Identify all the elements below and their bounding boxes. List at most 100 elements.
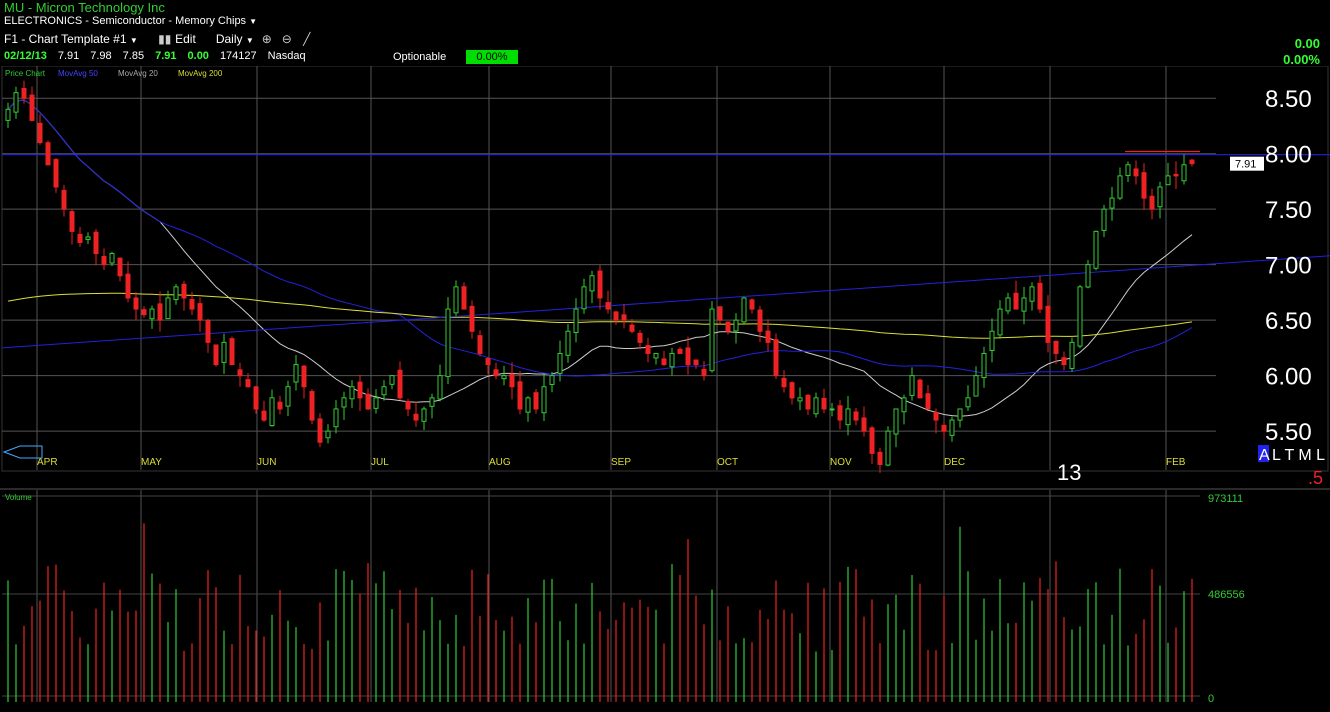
candle-body	[213, 344, 219, 366]
candle-body	[309, 391, 315, 421]
candle-body	[741, 297, 747, 323]
draw-line-icon[interactable]: ╱	[303, 32, 311, 46]
candle-body	[1165, 175, 1171, 186]
quote-close: 7.91	[155, 50, 177, 62]
candle-body	[1045, 305, 1051, 343]
quote-change: 0.00	[187, 50, 209, 62]
price-tick-label: 8.50	[1265, 86, 1312, 113]
candle-body	[581, 286, 587, 310]
candle-body	[933, 411, 939, 421]
candle-body	[293, 364, 299, 383]
candle-body	[13, 92, 19, 113]
month-label: FEB	[1166, 457, 1186, 468]
candle-body	[173, 286, 179, 301]
chart-grid	[0, 66, 1330, 702]
candle-body	[1189, 159, 1195, 165]
quote-exchange: Nasdaq	[267, 50, 306, 62]
sector-dropdown[interactable]: ELECTRONICS - Semiconductor - Memory Chi…	[4, 15, 257, 27]
candle-body	[1053, 340, 1059, 354]
candle-body	[949, 419, 955, 436]
candle-body	[909, 375, 915, 396]
candle-body	[885, 430, 891, 466]
candle-body	[1029, 286, 1035, 302]
candle-body	[661, 358, 667, 366]
candle-body	[853, 411, 859, 421]
candle-body	[1101, 208, 1107, 231]
candle-body	[725, 321, 731, 332]
month-label: OCT	[717, 457, 738, 468]
quote-date: 02/12/13	[4, 50, 47, 62]
quote-high: 7.98	[90, 50, 112, 62]
candle-body	[837, 405, 843, 421]
candle-body	[965, 397, 971, 408]
candle-body	[541, 386, 547, 414]
month-label: MAY	[141, 457, 162, 468]
candle-body	[277, 401, 283, 410]
legend-ma200: MovAvg 200	[178, 69, 223, 78]
candle-body	[613, 311, 619, 321]
period-dropdown[interactable]: Daily ▼	[216, 32, 254, 46]
symbol-title: MU - Micron Technology Inc	[4, 0, 165, 15]
volume-label: Volume	[5, 493, 32, 502]
candle-body	[141, 309, 147, 316]
candle-body	[733, 319, 739, 332]
candle-body	[605, 302, 611, 310]
zoom-out-icon[interactable]: ⊖	[281, 32, 292, 46]
price-tick-label: 8.00	[1265, 142, 1312, 169]
ma50-line	[7, 99, 1193, 377]
candle-body	[517, 381, 523, 410]
candle-body	[245, 379, 251, 388]
candle-body	[93, 231, 99, 255]
scroll-left-icon[interactable]	[2, 445, 43, 459]
candle-body	[685, 347, 691, 366]
candle-body	[333, 408, 339, 428]
candle-body	[69, 211, 75, 232]
candle-body	[1093, 230, 1099, 269]
price-volume-chart[interactable]: Price Chart MovAvg 50 MovAvg 20 MovAvg 2…	[0, 66, 1330, 712]
candle-body	[597, 270, 603, 299]
edit-button[interactable]: ▮▮ Edit	[158, 32, 196, 46]
candle-body	[1157, 186, 1163, 208]
price-tick-label: 6.50	[1265, 308, 1312, 335]
month-label: JUN	[257, 457, 276, 468]
candle-body	[781, 377, 787, 388]
candle-body	[749, 299, 755, 310]
price-tick-label: 6.00	[1265, 364, 1312, 391]
zoom-in-icon[interactable]: ⊕	[261, 32, 272, 46]
candle-body	[85, 236, 91, 240]
month-label: AUG	[489, 457, 511, 468]
month-label: JUL	[371, 457, 389, 468]
ma20-line	[7, 99, 1193, 417]
right-change-readout: 0.00 0.00%	[1283, 36, 1320, 68]
candle-body	[429, 397, 435, 407]
last-price-tag	[1230, 156, 1264, 171]
corner-ltml[interactable]: L T M L	[1272, 447, 1325, 464]
candle-body	[557, 352, 563, 374]
candle-body	[765, 330, 771, 343]
candle-body	[805, 394, 811, 410]
candle-body	[1069, 341, 1075, 369]
candle-body	[821, 397, 827, 410]
template-dropdown[interactable]: F1 - Chart Template #1 ▼	[4, 32, 138, 46]
candle-body	[1117, 175, 1123, 199]
chevron-down-icon: ▼	[129, 36, 138, 45]
optionable-label: Optionable	[393, 51, 447, 63]
chart-labels: Price Chart MovAvg 50 MovAvg 20 MovAvg 2…	[2, 69, 1325, 705]
candle-body	[709, 308, 715, 372]
candle-body	[413, 413, 419, 421]
corner-a[interactable]: A	[1259, 447, 1270, 464]
candle-body	[893, 408, 899, 435]
period-label: Daily	[215, 32, 243, 46]
candle-body	[149, 308, 155, 320]
candle-body	[525, 397, 531, 413]
candle-body	[957, 408, 963, 421]
candle-body	[261, 410, 267, 421]
candle-body	[349, 386, 355, 400]
candle-body	[157, 303, 163, 321]
candle-body	[45, 142, 51, 166]
candle-body	[53, 159, 59, 188]
candle-body	[981, 352, 987, 379]
volume-bars	[7, 523, 1193, 702]
candle-body	[421, 408, 427, 422]
price-tick-label: 7.50	[1265, 197, 1312, 224]
